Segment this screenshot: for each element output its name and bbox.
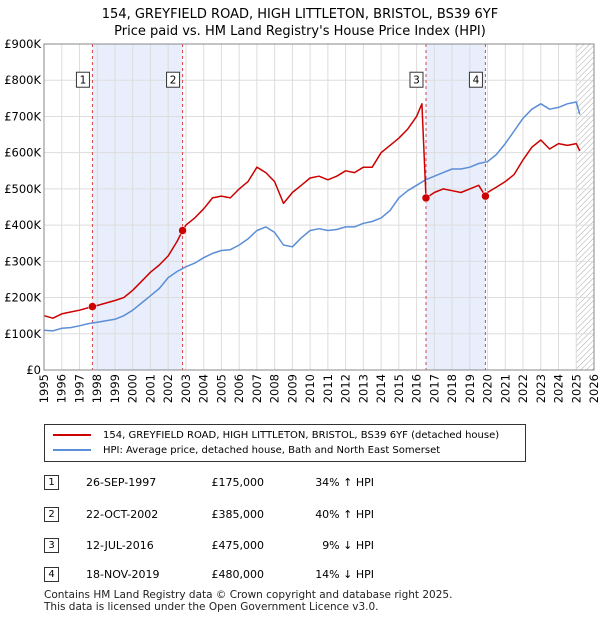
x-tick-label: 2012: [339, 374, 353, 403]
x-tick-label: 2018: [445, 374, 459, 403]
x-tick-label: 2026: [587, 374, 600, 403]
y-tick-label: £700K: [4, 109, 41, 123]
transaction-badge: 4: [44, 567, 59, 582]
transaction-badge: 3: [44, 538, 59, 553]
legend-swatch-hpi: [53, 449, 91, 451]
sale-point: [481, 191, 490, 201]
legend-label-property: 154, GREYFIELD ROAD, HIGH LITTLETON, BRI…: [103, 430, 500, 441]
sale-point: [88, 302, 97, 311]
transaction-price: £385,000: [211, 508, 265, 521]
x-tick-label: 2019: [463, 374, 477, 403]
transaction-marker-label: 4: [473, 75, 480, 87]
transaction-price: £480,000: [211, 568, 265, 581]
x-tick-label: 2020: [481, 374, 495, 403]
transaction-marker-box: [468, 71, 483, 88]
x-tick-label: 2025: [569, 374, 583, 403]
x-tick-label: 2014: [374, 374, 388, 403]
x-tick-label: 2006: [232, 374, 246, 403]
legend-item-property: 154, GREYFIELD ROAD, HIGH LITTLETON, BRI…: [53, 429, 499, 443]
transaction-hpi: 34% ↑ HPI: [315, 476, 374, 489]
transaction-marker-label: 1: [80, 75, 87, 87]
x-tick-label: 2022: [516, 374, 530, 403]
y-tick-label: £0: [26, 363, 41, 377]
x-tick-label: 2023: [534, 374, 548, 403]
x-tick-label: 2008: [268, 374, 282, 403]
transaction-date: 22-OCT-2002: [86, 508, 159, 521]
footer: Contains HM Land Registry data © Crown c…: [44, 589, 452, 613]
transaction-marker-box: [75, 71, 90, 88]
transaction-badge: 1: [44, 475, 59, 490]
transaction-marker-label: 3: [413, 75, 420, 87]
sale-point: [178, 226, 187, 235]
x-tick-label: 2011: [321, 374, 335, 403]
y-tick-label: £300K: [4, 254, 41, 268]
x-tick-label: 2009: [285, 374, 299, 403]
y-tick-label: £500K: [4, 182, 41, 196]
y-tick-label: £200K: [4, 291, 41, 305]
x-tick-label: 2002: [161, 374, 175, 403]
transaction-marker-box: [166, 71, 181, 88]
y-tick-label: £800K: [4, 73, 41, 87]
hpi-line: [43, 101, 581, 332]
x-tick-label: 2021: [498, 374, 512, 403]
transaction-date: 18-NOV-2019: [86, 568, 160, 581]
x-tick-label: 2001: [143, 374, 157, 403]
x-tick-label: 2003: [179, 374, 193, 403]
legend-item-hpi: HPI: Average price, detached house, Bath…: [53, 444, 440, 458]
x-tick-label: 1997: [72, 374, 86, 403]
chart-title: 154, GREYFIELD ROAD, HIGH LITTLETON, BRI…: [0, 6, 600, 40]
ownership-shade: [425, 44, 486, 370]
transaction-hpi: 14% ↓ HPI: [315, 568, 374, 581]
forecast-hatch: [576, 44, 594, 370]
sale-point: [421, 193, 431, 203]
ownership-shade: [92, 44, 183, 370]
transaction-date: 26-SEP-1997: [86, 476, 157, 489]
x-tick-label: 1998: [90, 374, 104, 403]
transaction-marker-box: [409, 71, 424, 88]
y-tick-label: £100K: [4, 327, 41, 341]
transaction-price: £175,000: [211, 476, 265, 489]
price-chart: £0 £100K £200K £300K £400K £500K £600K £700K £80…: [4, 37, 600, 403]
x-tick-label: 1999: [108, 374, 122, 403]
x-tick-label: 2015: [392, 374, 406, 403]
legend-label-hpi: HPI: Average price, detached house, Bath…: [103, 445, 441, 456]
transaction-badge: 2: [44, 507, 59, 522]
title-line-1: 154, GREYFIELD ROAD, HIGH LITTLETON, BRI…: [101, 7, 499, 22]
x-tick-label: 2017: [427, 374, 441, 403]
y-tick-label: £900K: [4, 37, 41, 51]
x-tick-label: 2013: [356, 374, 370, 403]
footer-line-2: This data is licensed under the Open Gov…: [44, 601, 379, 613]
transaction-hpi: 40% ↑ HPI: [315, 508, 374, 521]
x-tick-label: 2000: [126, 374, 140, 403]
x-tick-label: 2007: [250, 374, 264, 403]
x-tick-label: 2004: [197, 374, 211, 403]
x-tick-label: 2010: [303, 374, 317, 403]
footer-line-1: Contains HM Land Registry data © Crown c…: [44, 589, 453, 601]
y-tick-label: £600K: [4, 146, 41, 160]
transaction-marker-label: 2: [170, 75, 177, 87]
property-price-line: [43, 103, 581, 319]
x-tick-label: 1995: [37, 374, 51, 403]
x-tick-label: 1996: [55, 374, 69, 403]
transaction-price: £475,000: [211, 539, 265, 552]
transaction-date: 12-JUL-2016: [86, 539, 154, 552]
legend-swatch-property: [53, 434, 91, 436]
plot-border: [43, 43, 595, 371]
y-tick-label: £400K: [4, 218, 41, 232]
title-line-2: Price paid vs. HM Land Registry's House …: [114, 24, 486, 39]
x-tick-label: 2024: [552, 374, 566, 403]
transaction-hpi: 9% ↓ HPI: [322, 539, 374, 552]
x-tick-label: 2016: [410, 374, 424, 403]
x-tick-label: 2005: [214, 374, 228, 403]
legend: 154, GREYFIELD ROAD, HIGH LITTLETON, BRI…: [44, 424, 526, 462]
